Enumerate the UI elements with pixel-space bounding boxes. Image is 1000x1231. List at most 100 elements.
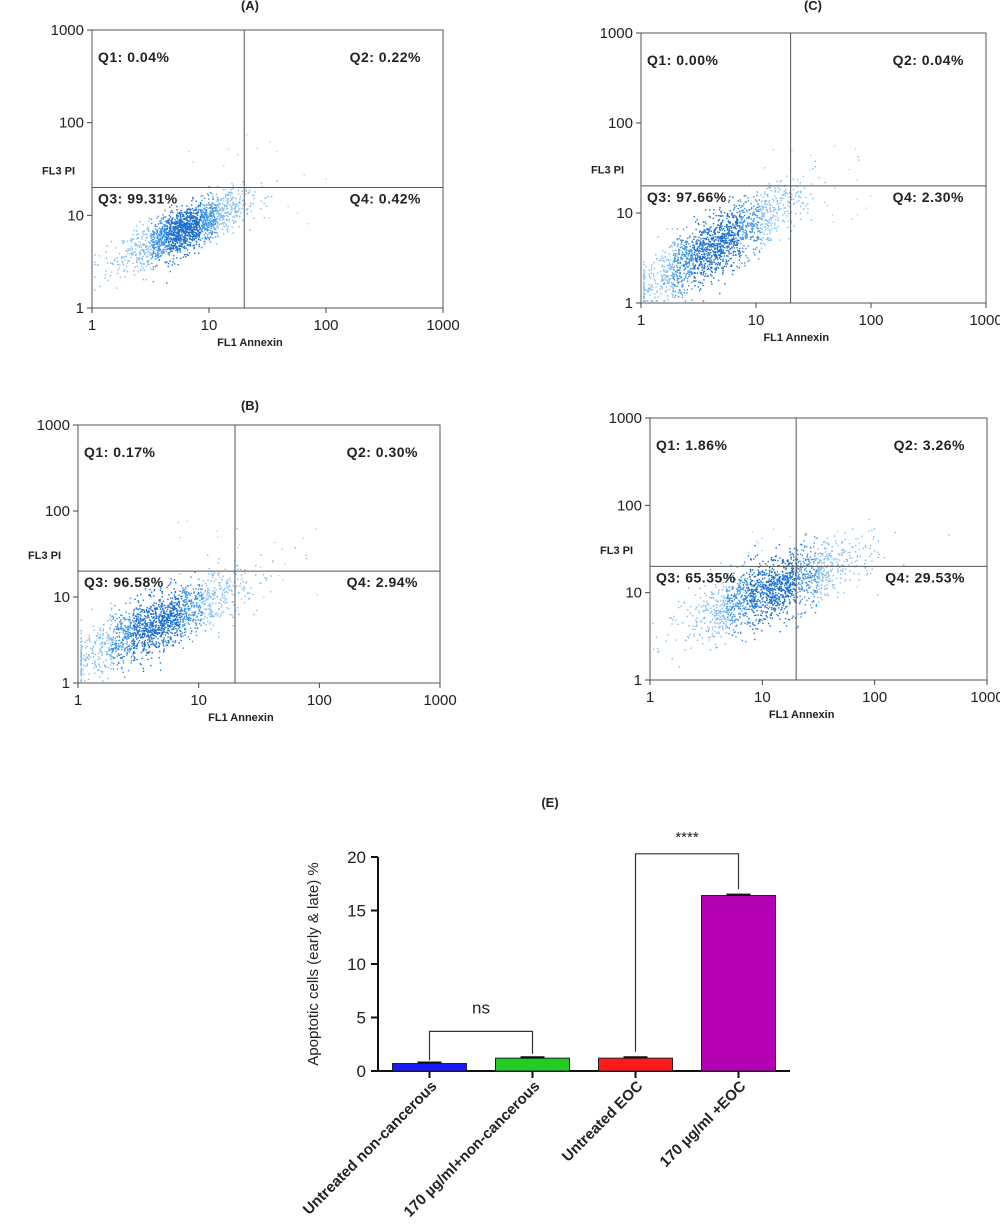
event-point [702,237,704,240]
event-point [109,614,111,616]
event-point [735,215,737,217]
event-point [218,631,220,634]
event-point [204,222,206,224]
event-point [137,608,140,611]
event-point [80,638,82,640]
event-point [145,654,147,656]
event-point [168,630,171,632]
event-point [790,198,793,201]
event-point [158,259,160,262]
event-point [202,217,204,219]
event-point [131,253,133,256]
event-point [214,231,217,234]
event-point [212,593,215,595]
event-point [152,246,155,249]
event-point [162,600,165,603]
event-point [703,237,706,240]
event-point [149,629,152,632]
event-point [142,255,144,257]
event-point [199,239,202,241]
event-point [110,637,112,640]
event-point [181,610,183,612]
event-point [176,233,179,235]
event-point [195,224,197,226]
event-point [197,214,199,217]
event-point [792,198,795,200]
event-point [711,255,713,257]
event-point [223,225,225,228]
event-point [159,232,162,235]
event-point [185,600,188,603]
event-point [735,254,737,256]
event-point [181,595,183,597]
event-point [173,594,175,596]
event-point [814,165,816,168]
event-point [126,641,128,643]
event-point [174,641,176,644]
event-point [796,191,798,194]
event-point [118,267,121,269]
event-point [164,246,166,249]
event-point [757,230,759,233]
event-point [118,632,121,634]
event-point [205,213,207,215]
event-point [159,601,161,603]
event-point [211,231,214,233]
event-point [191,229,193,231]
event-point [698,281,700,283]
event-point [153,632,156,634]
event-point [156,241,159,243]
event-point [672,261,674,263]
event-point [132,626,135,628]
event-point [144,233,146,235]
event-point [215,208,217,210]
event-point [189,238,191,240]
event-point [222,216,225,219]
event-point [85,653,88,655]
event-point [282,579,284,581]
event-point [146,249,148,251]
event-point [726,249,728,252]
event-point [163,649,165,652]
event-point [737,232,739,234]
event-point [202,580,205,582]
event-point [161,252,164,255]
event-point [205,211,207,213]
event-point [198,584,201,586]
event-point [726,226,729,228]
event-point [156,236,159,238]
event-point [726,229,729,231]
event-point [718,237,720,239]
event-point [260,566,262,568]
event-point [120,626,122,628]
event-point [237,568,239,570]
event-point [181,614,184,616]
event-point [188,233,190,235]
event-point [664,260,666,263]
event-point [182,240,184,242]
event-point [165,245,167,247]
event-point [108,649,110,651]
event-point [212,615,215,617]
event-point [138,622,140,624]
event-point [141,643,143,645]
event-point [181,229,184,231]
event-point [132,253,134,255]
event-point [210,628,212,630]
event-point [743,231,745,234]
event-point [107,677,109,680]
event-point [663,266,666,268]
event-point [679,292,682,295]
event-point [132,633,135,636]
event-point [198,233,200,235]
event-point [674,260,677,262]
event-point [126,654,128,656]
event-point [727,245,729,247]
event-point [192,217,194,220]
event-point [115,646,118,648]
event-point [752,248,755,250]
event-point [177,264,179,266]
event-point [190,226,192,229]
event-point [196,218,198,220]
event-point [220,199,222,201]
